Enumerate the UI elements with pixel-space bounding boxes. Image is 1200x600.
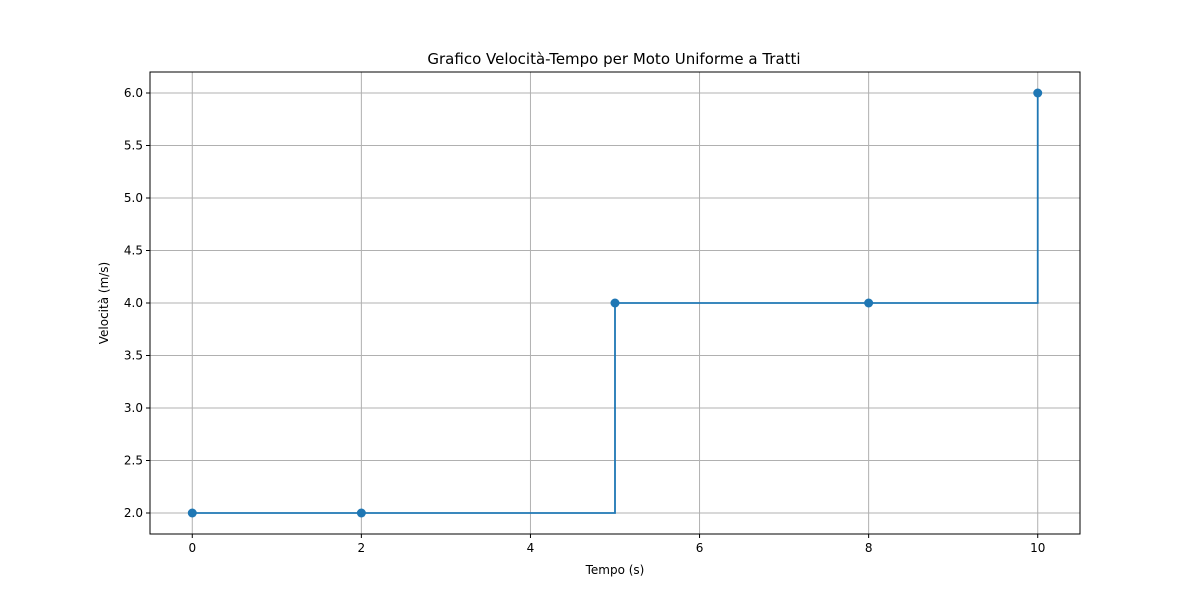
x-tick-label: 2 bbox=[358, 541, 366, 555]
y-tick-label: 2.0 bbox=[124, 506, 143, 520]
y-axis-label: Velocità (m/s) bbox=[97, 262, 111, 345]
y-tick-label: 4.0 bbox=[124, 296, 143, 310]
data-point bbox=[1033, 88, 1043, 98]
y-tick-label: 3.5 bbox=[124, 349, 143, 363]
x-tick-label: 0 bbox=[188, 541, 196, 555]
y-tick-label: 6.0 bbox=[124, 86, 143, 100]
x-tick-label: 6 bbox=[696, 541, 704, 555]
data-point bbox=[864, 298, 874, 308]
y-tick-label: 4.5 bbox=[124, 244, 143, 258]
data-point bbox=[187, 508, 197, 518]
x-tick-label: 10 bbox=[1030, 541, 1045, 555]
y-tick-label: 3.0 bbox=[124, 401, 143, 415]
x-axis-label: Tempo (s) bbox=[585, 563, 645, 577]
chart-title: Grafico Velocità-Tempo per Moto Uniforme… bbox=[427, 50, 800, 68]
x-tick-label: 4 bbox=[527, 541, 535, 555]
x-tick-label: 8 bbox=[865, 541, 873, 555]
y-tick-label: 5.5 bbox=[124, 139, 143, 153]
ticks: 0 2 4 6 8 10 2.0 2.5 3.0 3.5 4.0 4.5 5.0 5.5 6.0 bbox=[124, 86, 1045, 555]
y-tick-label: 5.0 bbox=[124, 191, 143, 205]
y-tick-label: 2.5 bbox=[124, 454, 143, 468]
data-point bbox=[356, 508, 366, 518]
series-layer bbox=[187, 88, 1043, 518]
data-point bbox=[610, 298, 620, 308]
